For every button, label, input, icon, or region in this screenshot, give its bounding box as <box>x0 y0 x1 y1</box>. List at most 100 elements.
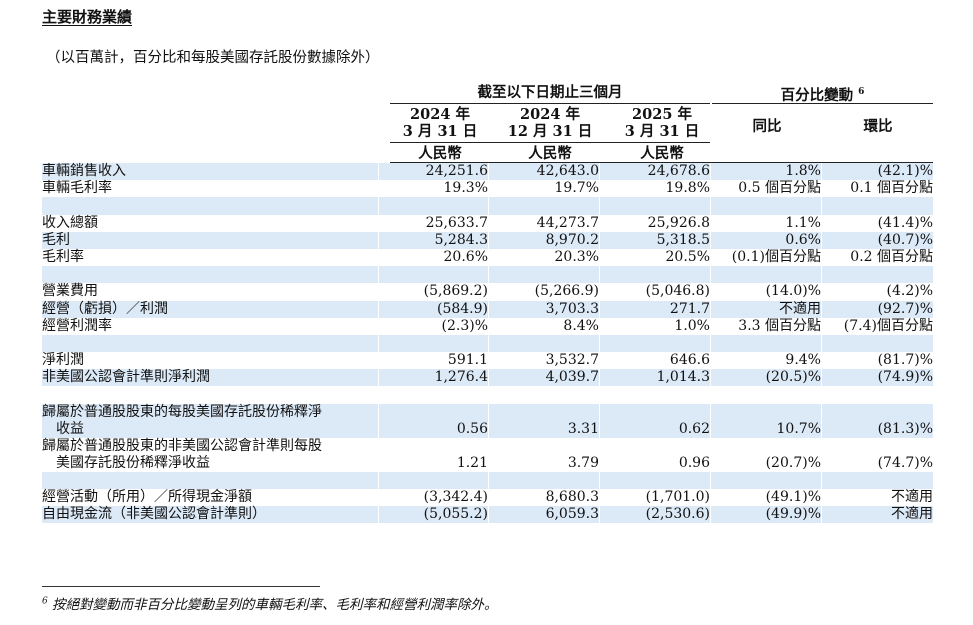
period-group-rule <box>390 103 710 104</box>
column-separator <box>599 266 600 284</box>
column-separator <box>488 403 489 438</box>
cell-col-4: (49.1)% <box>765 488 821 505</box>
column-separator <box>599 214 600 232</box>
cell-col-5: (40.7)% <box>877 231 933 248</box>
column-separator <box>821 506 822 524</box>
cell-col-5: (4.2)% <box>886 283 934 300</box>
cell-col-3: 25,926.8 <box>647 214 710 231</box>
table-row: 自由現金流（非美國公認會計準則） (5,055.2) 6,059.3 (2,530.6… <box>42 506 933 524</box>
table-row: 經營利潤率 (2.3)% 8.4% 1.0% 3.3 個百分點 (7.4)個百分點 <box>42 317 933 335</box>
footnote: 6 按絕對變動而非百分比變動呈列的車輛毛利率、毛利率和經營利潤率除外。 <box>42 593 498 614</box>
cell-col-3: 646.6 <box>669 352 710 369</box>
column-separator <box>821 266 822 284</box>
column-separator <box>378 317 379 335</box>
cell-col-3: 1,014.3 <box>656 369 710 386</box>
column-separator <box>488 471 489 489</box>
cell-col-3: 20.5% <box>665 249 710 266</box>
cell-col-2: 19.7% <box>554 180 599 197</box>
column-separator <box>378 214 379 232</box>
column-separator <box>599 403 600 438</box>
column-separator <box>378 197 379 215</box>
column-separator <box>710 300 711 318</box>
column-separator <box>710 437 711 472</box>
cell-col-2: 44,273.7 <box>536 214 599 231</box>
column-separator <box>599 197 600 215</box>
change-group-header: 百分比變動 6 <box>712 84 933 104</box>
table-row: 歸屬於普通股股東的每股美國存託股份稀釋淨 收益 0.56 3.31 0.62 10.7% (… <box>42 403 933 438</box>
column-separator <box>378 506 379 524</box>
cell-col-1: 1.21 <box>456 454 488 471</box>
column-separator <box>488 248 489 267</box>
period-group-label: 截至以下日期止三個月 <box>477 84 623 101</box>
yoy-header: 同比 <box>752 118 782 135</box>
cell-col-5: 0.1 個百分點 <box>850 180 933 197</box>
header-bottom-rule <box>390 162 933 163</box>
column-separator <box>378 403 379 438</box>
column-separator <box>599 180 600 198</box>
col-header-3: 2025 年 3 月 31 日 <box>612 106 712 140</box>
column-separator <box>599 231 600 249</box>
column-separator <box>821 214 822 232</box>
footnote-text: 按絕對變動而非百分比變動呈列的車輛毛利率、毛利率和經營利潤率除外。 <box>52 597 498 613</box>
currency-3: 人民幣 <box>640 145 684 162</box>
row-label-line1: 歸屬於普通股股東的每股美國存託股份稀釋淨 <box>42 403 322 420</box>
column-separator <box>378 248 379 267</box>
table-row: 經營活動（所用）／所得現金淨額 (3,342.4) 8,680.3 (1,701.0)… <box>42 488 933 506</box>
cell-col-4: (0.1)個百分點 <box>731 249 821 266</box>
column-separator <box>821 369 822 387</box>
column-separator <box>378 300 379 318</box>
column-separator <box>599 352 600 370</box>
column-separator <box>599 300 600 318</box>
table-row: 歸屬於普通股股東的非美國公認會計準則每股 美國存託股份稀釋淨收益 1.21 3.79 0… <box>42 437 933 472</box>
row-label-line1: 淨利潤 <box>42 352 84 369</box>
column-separator <box>488 231 489 249</box>
spacer-row <box>42 266 933 284</box>
cell-col-2: 3,703.3 <box>545 300 599 317</box>
cell-col-3: 271.7 <box>669 300 710 317</box>
cell-col-1: 25,633.7 <box>425 214 488 231</box>
column-separator <box>488 197 489 215</box>
change-group-rule <box>712 103 933 104</box>
cell-col-4: 1.1% <box>785 214 821 231</box>
column-separator <box>488 437 489 472</box>
row-label-line1: 收入總額 <box>42 214 98 231</box>
cell-col-5: (74.9)% <box>877 369 933 386</box>
qoq-header: 環比 <box>863 118 893 135</box>
table-row: 毛利 5,284.3 8,970.2 5,318.5 0.6% (40.7)% <box>42 231 933 249</box>
cell-col-4: (49.9)% <box>765 506 821 523</box>
column-separator <box>599 506 600 524</box>
row-label-line1: 經營（虧損）／利潤 <box>42 300 168 317</box>
cell-col-2: 3.31 <box>567 420 599 437</box>
column-separator <box>599 369 600 387</box>
cell-col-4: (20.5)% <box>765 369 821 386</box>
date-rule <box>390 142 710 143</box>
cell-col-5: 不適用 <box>891 488 933 505</box>
row-label: 車輛毛利率 <box>42 180 112 197</box>
cell-col-4: 0.6% <box>785 231 821 248</box>
cell-col-2: 8,680.3 <box>545 488 599 505</box>
column-separator <box>710 231 711 249</box>
column-separator <box>821 437 822 472</box>
row-label: 經營利潤率 <box>42 318 112 335</box>
column-separator <box>488 369 489 387</box>
column-separator <box>488 283 489 301</box>
cell-col-2: 3.79 <box>567 454 599 471</box>
col-3-date: 3 月 31 日 <box>624 123 700 140</box>
footnote-ref: 6 <box>858 87 865 97</box>
column-separator <box>378 386 379 404</box>
table-row: 收入總額 25,633.7 44,273.7 25,926.8 1.1% (41.4)% <box>42 214 933 232</box>
column-separator <box>821 283 822 301</box>
cell-col-5: 不適用 <box>891 506 933 523</box>
row-label-line1: 歸屬於普通股股東的非美國公認會計準則每股 <box>42 437 322 454</box>
cell-col-1: (5,869.2) <box>423 283 488 300</box>
column-separator <box>488 163 489 181</box>
column-separator <box>378 163 379 181</box>
table-row: 淨利潤 591.1 3,532.7 646.6 9.4% (81.7)% <box>42 352 933 370</box>
row-label: 經營（虧損）／利潤 <box>42 301 168 318</box>
column-separator <box>599 317 600 335</box>
column-separator <box>710 369 711 387</box>
column-separator <box>488 300 489 318</box>
cell-col-3: 24,678.6 <box>647 163 710 180</box>
cell-col-5: (92.7)% <box>877 300 933 317</box>
column-separator <box>488 180 489 198</box>
